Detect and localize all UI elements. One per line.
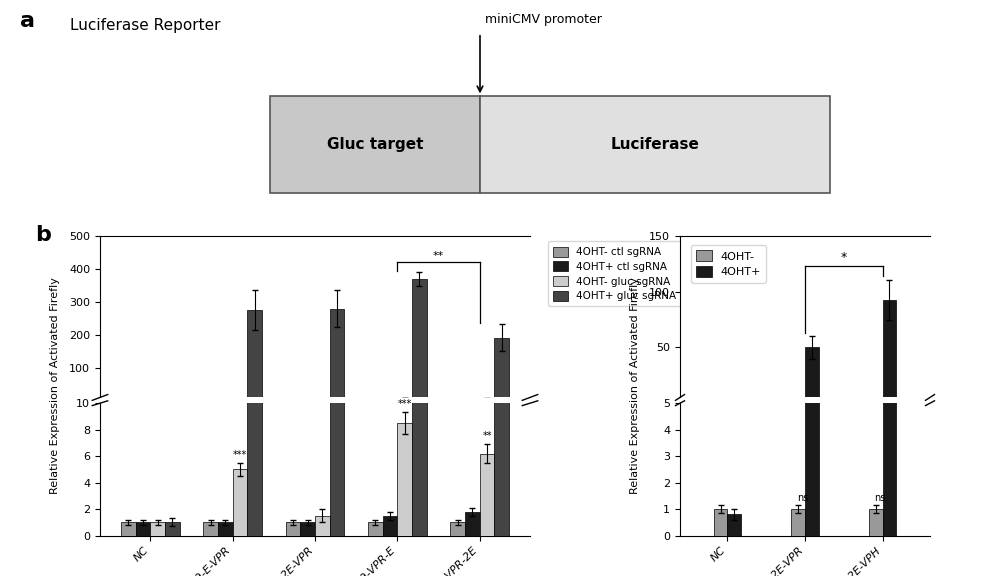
Bar <box>247 310 262 401</box>
Bar <box>397 398 412 401</box>
Text: Luciferase Reporter: Luciferase Reporter <box>70 17 220 32</box>
Text: Relative Expression of Activated Firefly: Relative Expression of Activated Firefly <box>50 278 60 494</box>
Bar <box>883 300 896 403</box>
Bar <box>330 309 344 401</box>
Bar <box>805 347 819 403</box>
Bar <box>727 402 741 403</box>
Bar <box>247 0 262 536</box>
Text: ***: *** <box>233 449 247 460</box>
Bar <box>121 522 136 536</box>
FancyBboxPatch shape <box>270 96 480 192</box>
Text: **: ** <box>433 251 444 261</box>
Legend: 4OHT- ctl sgRNA, 4OHT+ ctl sgRNA, 4OHT- gluc sgRNA, 4OHT+ gluc sgRNA: 4OHT- ctl sgRNA, 4OHT+ ctl sgRNA, 4OHT- … <box>548 241 682 306</box>
Bar <box>727 514 741 536</box>
Text: ns: ns <box>797 492 808 502</box>
Bar <box>805 0 819 536</box>
Bar <box>150 522 165 536</box>
Legend: 4OHT-, 4OHT+: 4OHT-, 4OHT+ <box>691 245 766 283</box>
Bar <box>286 522 300 536</box>
Bar <box>791 509 805 536</box>
Bar <box>233 399 247 401</box>
Bar <box>480 453 494 536</box>
Text: ***: *** <box>398 399 412 409</box>
Text: Luciferase: Luciferase <box>611 137 699 152</box>
Text: Gluc target: Gluc target <box>327 137 423 152</box>
Bar <box>883 0 896 536</box>
Text: b: b <box>35 225 51 245</box>
Bar <box>494 338 509 401</box>
Bar <box>315 516 330 536</box>
Bar <box>494 0 509 536</box>
Bar <box>203 522 218 536</box>
Bar <box>465 512 480 536</box>
Bar <box>714 509 727 536</box>
Text: *: * <box>841 251 847 264</box>
Text: **: ** <box>482 431 492 441</box>
Bar <box>869 402 883 403</box>
Bar <box>412 0 427 536</box>
Bar <box>465 400 480 401</box>
Bar <box>218 522 233 536</box>
Bar <box>480 399 494 401</box>
Bar <box>791 402 805 403</box>
Bar <box>397 423 412 536</box>
Bar <box>300 522 315 536</box>
Text: a: a <box>20 11 35 31</box>
Bar <box>330 0 344 536</box>
Bar <box>233 469 247 536</box>
Bar <box>450 522 465 536</box>
Bar <box>714 402 727 403</box>
Text: ns: ns <box>874 492 886 502</box>
Bar <box>383 516 397 536</box>
Bar <box>136 522 150 536</box>
Bar <box>368 522 383 536</box>
FancyBboxPatch shape <box>480 96 830 192</box>
Bar <box>869 509 883 536</box>
Text: miniCMV promoter: miniCMV promoter <box>485 13 602 26</box>
Bar <box>165 522 180 536</box>
Text: Relative Expression of Activated Firefly: Relative Expression of Activated Firefly <box>630 278 640 494</box>
Bar <box>412 279 427 401</box>
